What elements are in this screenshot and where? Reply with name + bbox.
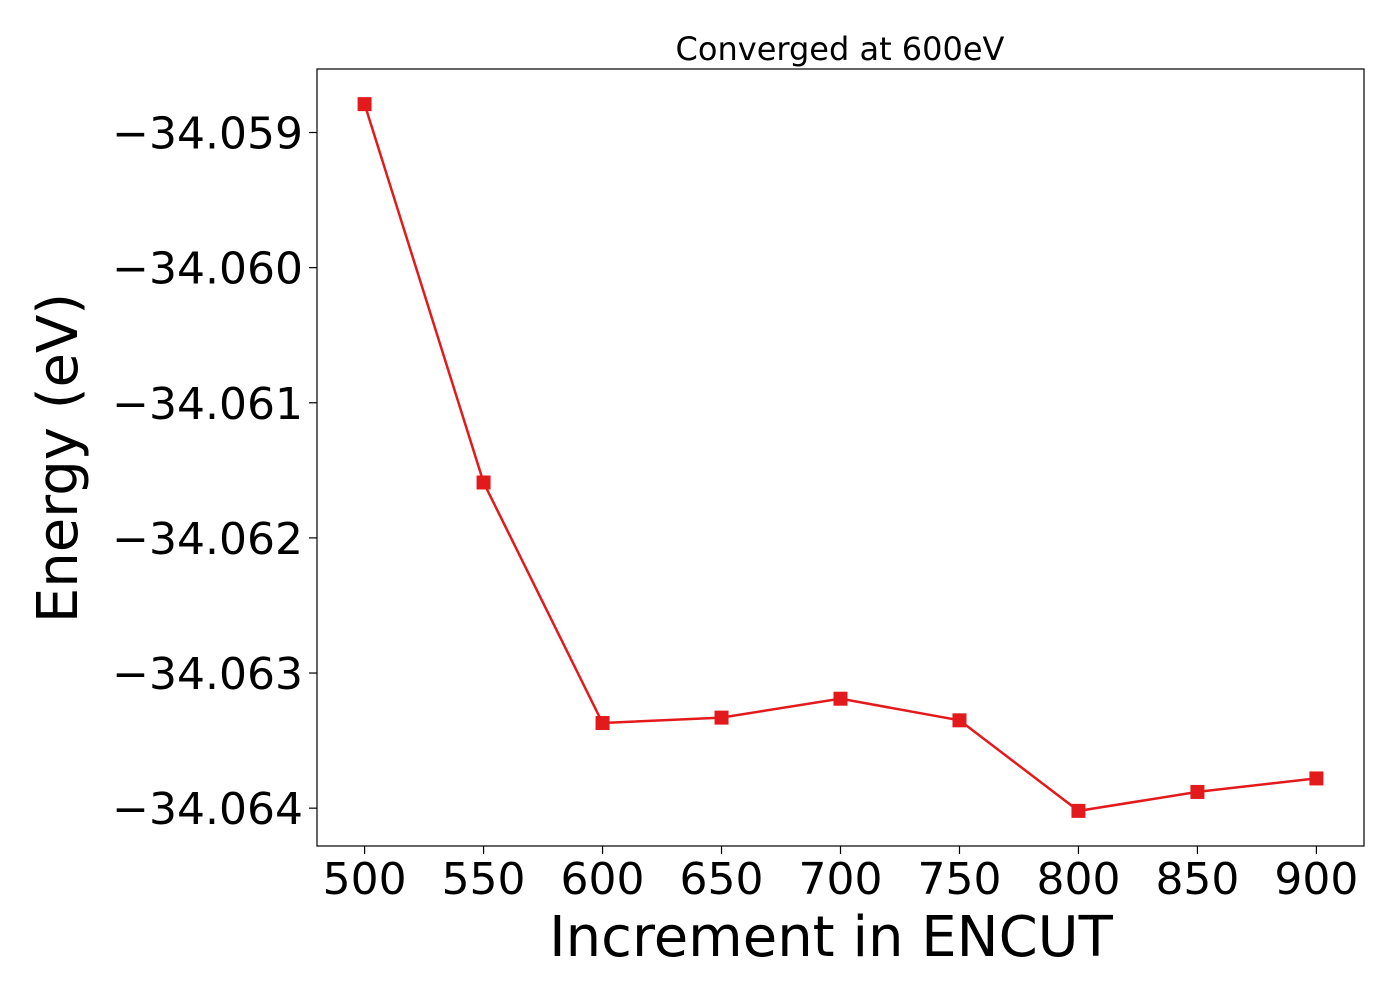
- y-axis: −34.059 −34.060 −34.061 −34.062 −34.063 −34.0…: [112, 109, 317, 835]
- y-tick-label: −34.064: [112, 784, 303, 835]
- x-tick-label: 600: [561, 854, 645, 905]
- data-point-marker: [952, 713, 967, 728]
- data-point-marker: [1190, 784, 1205, 799]
- data-point-marker: [1071, 803, 1086, 818]
- data-point-marker: [476, 475, 491, 490]
- data-point-marker: [714, 710, 729, 725]
- x-axis-label: Increment in ENCUT: [549, 905, 1114, 970]
- x-tick-label: 800: [1036, 854, 1120, 905]
- x-tick-label: 500: [323, 854, 407, 905]
- x-tick-label: 550: [442, 854, 526, 905]
- y-axis-label: Energy (eV): [26, 293, 91, 623]
- x-axis: 500 550 600 650 700 750 800 850 900: [323, 846, 1358, 905]
- data-point-marker: [833, 691, 848, 706]
- series-layer: [357, 97, 1324, 818]
- data-point-marker: [1309, 771, 1324, 786]
- x-tick-label: 700: [799, 854, 883, 905]
- y-tick-label: −34.061: [112, 379, 303, 430]
- y-tick-label: −34.059: [112, 109, 303, 160]
- chart-title: Converged at 600eV: [676, 30, 1005, 68]
- x-tick-label: 750: [917, 854, 1001, 905]
- x-tick-label: 850: [1155, 854, 1239, 905]
- y-tick-label: −34.062: [112, 514, 303, 565]
- y-tick-label: −34.063: [112, 649, 303, 700]
- x-tick-label: 900: [1274, 854, 1358, 905]
- x-tick-label: 650: [680, 854, 764, 905]
- data-point-marker: [357, 97, 372, 112]
- data-point-marker: [595, 716, 610, 731]
- y-tick-label: −34.060: [112, 244, 303, 295]
